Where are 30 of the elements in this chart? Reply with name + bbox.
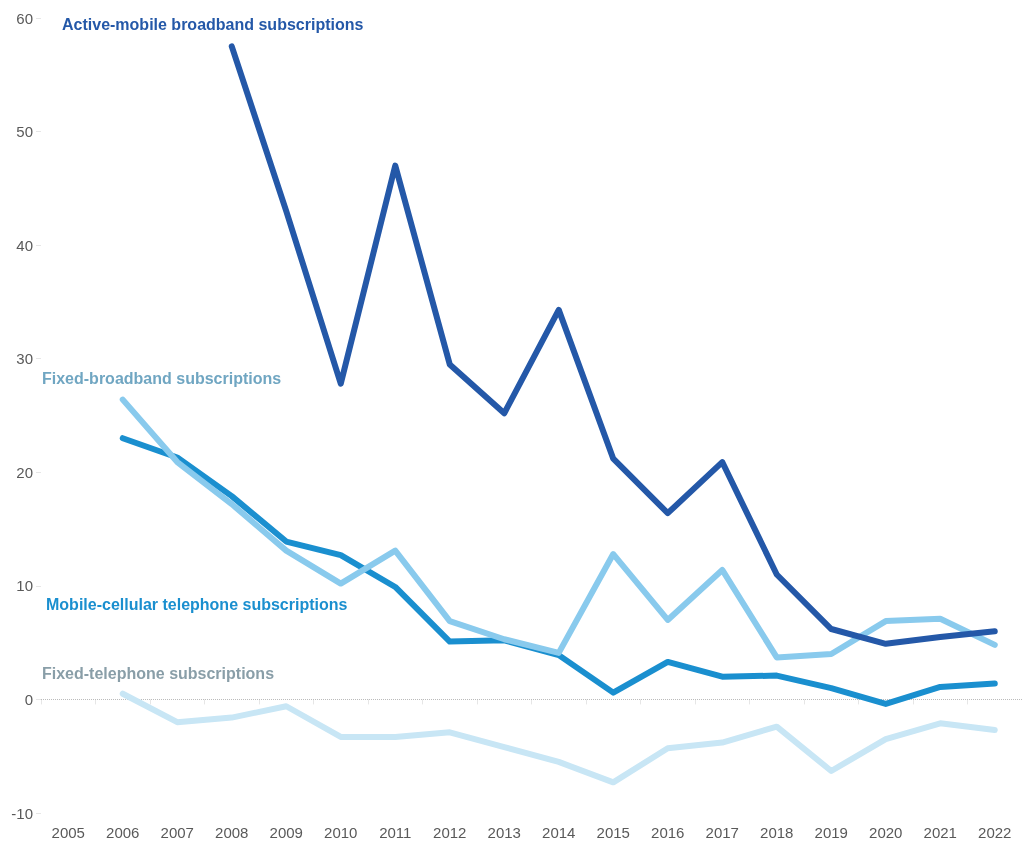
- x-tick-label: 2014: [542, 824, 576, 841]
- x-tick-label: 2013: [487, 824, 521, 841]
- y-tick-label: 60: [16, 9, 33, 27]
- series-label: Active-mobile broadband subscriptions: [62, 15, 364, 33]
- x-tick-label: 2005: [51, 824, 85, 841]
- x-tick-label: 2007: [160, 824, 194, 841]
- x-tick-label: 2016: [651, 824, 685, 841]
- y-tick-label: 20: [16, 463, 33, 481]
- y-tick-label: 50: [16, 123, 33, 141]
- y-tick-label: 0: [24, 690, 33, 708]
- text: Fixed-broadband subscriptions: [42, 369, 282, 387]
- y-tick-label: 30: [16, 350, 33, 368]
- y-tick-label: 10: [16, 577, 33, 595]
- y-tick-label: 40: [16, 236, 33, 254]
- x-tick-label: 2008: [215, 824, 249, 841]
- x-tick-label: 2022: [978, 824, 1012, 841]
- x-tick-label: 2010: [324, 824, 358, 841]
- x-tick-label: 2006: [106, 824, 140, 841]
- x-tick-label: 2018: [760, 824, 794, 841]
- x-tick-label: 2015: [596, 824, 630, 841]
- x-tick-label: 2012: [433, 824, 467, 841]
- x-tick-label: 2009: [269, 824, 303, 841]
- x-tick-label: 2020: [869, 824, 903, 841]
- series-label: Fixed-telephone subscriptions: [42, 664, 275, 682]
- series-label: Mobile-cellular telephone subscriptions: [46, 595, 348, 613]
- x-tick-label: 2019: [814, 824, 848, 841]
- x-tick-label: 2011: [379, 824, 412, 841]
- y-tick-label: -10: [11, 804, 33, 822]
- x-tick-label: 2017: [705, 824, 739, 841]
- x-tick-label: 2021: [923, 824, 957, 841]
